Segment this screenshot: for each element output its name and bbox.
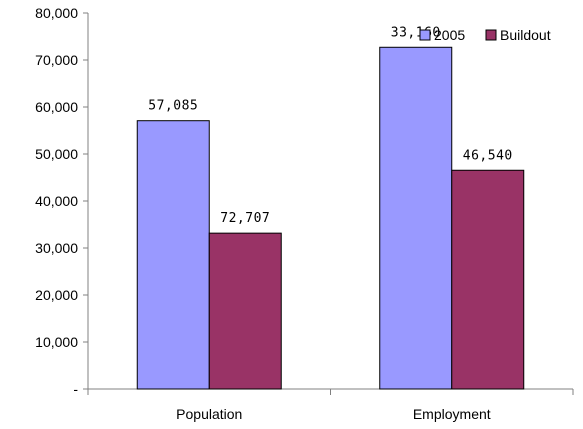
y-tick-label: 70,000 [35,52,78,68]
legend: 2005 Buildout [419,27,551,43]
bars [136,46,525,390]
bar-buildout-population [208,232,282,390]
y-tick-label: 10,000 [35,334,78,350]
data-label: 46,540 [463,148,513,163]
bar-buildout-employment [451,169,525,390]
y-tick-label: - [73,381,78,397]
y-axis: - 10,000 20,000 30,000 40,000 50,000 60,000 70,… [35,5,89,397]
y-tick-label: 80,000 [35,5,78,21]
x-category-label: Employment [413,406,491,422]
x-category-label: Population [176,406,242,422]
y-tick-label: 30,000 [35,240,78,256]
y-tick-label: 50,000 [35,146,78,162]
x-axis: Population Employment [87,388,574,422]
y-tick-label: 20,000 [35,287,78,303]
bar-2005-employment [379,46,453,390]
legend-swatch [419,29,431,41]
data-label: 72,707 [220,211,270,226]
legend-swatch [485,29,497,41]
bar-2005-population [136,120,210,390]
y-tick-label: 40,000 [35,193,78,209]
legend-label: Buildout [500,27,551,43]
y-tick-label: 60,000 [35,99,78,115]
data-label: 57,085 [148,99,198,114]
legend-label: 2005 [434,27,465,43]
